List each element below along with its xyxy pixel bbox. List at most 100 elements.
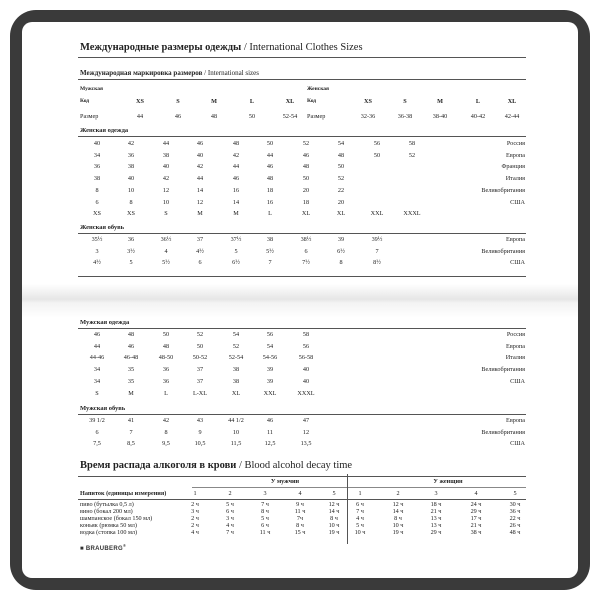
size-cell: 52 bbox=[232, 342, 240, 350]
divider bbox=[78, 57, 526, 58]
size-cell: 3 bbox=[95, 247, 99, 255]
women-time-cell: 22 ч bbox=[509, 515, 521, 522]
women-time-cell: 30 ч bbox=[509, 501, 521, 508]
men-size-value: 50 bbox=[248, 113, 256, 120]
men-time-cell: 2 ч bbox=[191, 515, 199, 522]
size-cell: 56-58 bbox=[298, 354, 314, 362]
size-cell: 12,5 bbox=[264, 440, 276, 448]
size-cell: 6 bbox=[304, 247, 308, 255]
size-cell: 35 bbox=[127, 377, 135, 385]
country-label: США bbox=[510, 377, 525, 385]
men-column-header: 2 bbox=[228, 490, 232, 497]
size-cell: XL bbox=[231, 389, 241, 397]
women-time-cell: 14 ч bbox=[392, 508, 404, 515]
size-cell: 40 bbox=[162, 163, 170, 171]
size-cell: 56 bbox=[266, 331, 274, 338]
size-cell: 42 bbox=[127, 140, 135, 147]
size-cell: 12 bbox=[162, 186, 170, 194]
women-column-header: 2 bbox=[396, 490, 400, 497]
women-size-code: XL bbox=[507, 98, 517, 105]
size-cell: XXL bbox=[370, 210, 384, 218]
divider bbox=[78, 233, 526, 234]
men-time-cell: 4 ч bbox=[226, 522, 234, 529]
men-column-header: 5 bbox=[332, 490, 336, 497]
reference-page: Международные размеры одежды / Internati… bbox=[22, 22, 578, 578]
country-label: США bbox=[510, 198, 525, 206]
size-cell: XS bbox=[127, 210, 135, 218]
intl-heading-ru: Международная маркировка размеров bbox=[80, 69, 203, 77]
size-cell: 5½ bbox=[162, 259, 170, 266]
size-cell: 54 bbox=[266, 342, 274, 350]
size-cell: 48-50 bbox=[158, 354, 174, 362]
size-cell: 40 bbox=[302, 366, 310, 374]
size-cell: 5 bbox=[129, 259, 133, 266]
size-cell: 46 bbox=[93, 331, 101, 338]
size-cell: 6 bbox=[95, 198, 99, 206]
size-cell: 4½ bbox=[196, 247, 204, 255]
size-cell: 40 bbox=[196, 151, 204, 159]
size-cell: 52-54 bbox=[228, 354, 244, 362]
column-divider bbox=[347, 474, 348, 544]
size-cell: XS bbox=[93, 210, 101, 218]
women-size-value: 40-42 bbox=[470, 113, 486, 120]
divider bbox=[78, 476, 526, 477]
size-cell: 46 bbox=[232, 175, 240, 183]
size-cell: 44 bbox=[93, 342, 101, 350]
size-cell: 6 bbox=[198, 259, 202, 266]
country-label: Россия bbox=[506, 140, 525, 147]
women-column-group: У женщин bbox=[433, 478, 463, 485]
women-time-cell: 7 ч bbox=[356, 508, 364, 515]
size-cell: 35 bbox=[127, 366, 135, 374]
women-shoes-heading: Женская обувь bbox=[80, 224, 125, 231]
country-label: США bbox=[510, 259, 525, 266]
size-cell: 42 bbox=[162, 175, 170, 183]
size-cell: 48 bbox=[266, 175, 274, 183]
size-cell: 9 bbox=[198, 428, 202, 436]
women-time-cell: 26 ч bbox=[509, 522, 521, 529]
size-cell: 4½ bbox=[93, 259, 101, 266]
title-ru: Международные размеры одежды bbox=[80, 42, 242, 53]
women-time-cell: 6 ч bbox=[356, 501, 364, 508]
divider bbox=[192, 487, 526, 488]
men-time-cell: 12 ч bbox=[328, 501, 340, 508]
alcohol-title-ru: Время распада алкоголя в крови bbox=[80, 460, 237, 471]
men-time-cell: 4 ч bbox=[191, 529, 199, 536]
title-en: / International Clothes Sizes bbox=[243, 42, 363, 53]
women-time-cell: 38 ч bbox=[470, 529, 482, 536]
men-size-code: S bbox=[176, 98, 180, 105]
drink-label: шампанское (бокал 150 мл) bbox=[80, 515, 153, 522]
size-cell: 43 bbox=[196, 417, 204, 424]
size-cell: 3½ bbox=[127, 247, 135, 255]
intl-sizes-heading: Международная маркировка размеров / Inte… bbox=[80, 69, 259, 77]
page-fold bbox=[22, 284, 578, 318]
size-cell: 7,5 bbox=[93, 440, 101, 448]
size-cell: 50 bbox=[266, 140, 274, 147]
country-label: Великобритания bbox=[481, 247, 525, 255]
size-cell: 18 bbox=[302, 198, 310, 206]
women-size-label: Размер bbox=[307, 113, 326, 120]
size-cell: 6 bbox=[95, 428, 99, 436]
men-time-cell: 6 ч bbox=[261, 522, 269, 529]
intl-heading-en: / International sizes bbox=[204, 69, 259, 77]
size-cell: 36 bbox=[127, 236, 135, 243]
size-cell: 50 bbox=[196, 342, 204, 350]
page-title: Международные размеры одежды / Internati… bbox=[80, 42, 363, 53]
size-cell: 46 bbox=[266, 163, 274, 171]
size-cell: S bbox=[164, 210, 168, 218]
size-cell: 8½ bbox=[373, 259, 381, 266]
women-time-cell: 18 ч bbox=[430, 501, 442, 508]
women-size-code: S bbox=[403, 98, 407, 105]
divider bbox=[78, 79, 526, 80]
women-size-value: 38-40 bbox=[432, 113, 448, 120]
size-cell: 12 bbox=[302, 428, 310, 436]
size-cell: 34 bbox=[93, 366, 101, 374]
size-cell: 50 bbox=[337, 163, 345, 171]
size-cell: XL bbox=[336, 210, 346, 218]
size-cell: 50 bbox=[162, 331, 170, 338]
men-clothing-heading: Мужская одежда bbox=[80, 319, 130, 326]
size-cell: 36 bbox=[127, 151, 135, 159]
size-cell: 48 bbox=[162, 342, 170, 350]
size-cell: 12 bbox=[196, 198, 204, 206]
men-time-cell: 7ч bbox=[296, 515, 304, 522]
size-cell: 52 bbox=[302, 140, 310, 147]
